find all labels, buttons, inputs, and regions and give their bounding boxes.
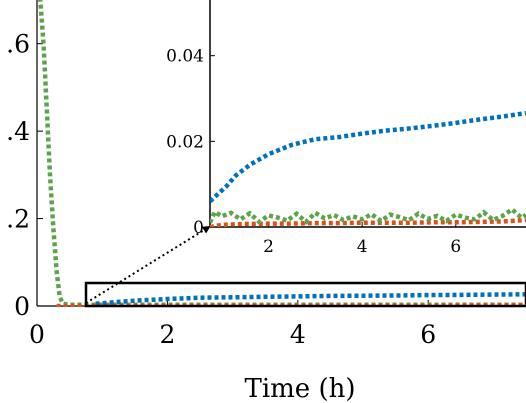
inset-axes: 2 4 6 0 0.02 0.04 — [166, 0, 526, 257]
main-series-blue — [95, 292, 526, 307]
inset-series-blue — [210, 110, 526, 203]
inset-series-orange — [210, 217, 526, 227]
main-x-tick-label: 0 — [29, 320, 45, 349]
zoom-region-box — [84, 281, 526, 308]
main-y-tick-label: 0 — [14, 292, 30, 321]
inset-series-green — [210, 206, 526, 225]
main-y-tick-label: .4 — [6, 117, 30, 146]
inset-x-tick-label: 4 — [357, 237, 368, 257]
x-axis-label: Time (h) — [245, 374, 356, 403]
main-y-tick-label: .6 — [6, 29, 30, 58]
zoom-arrow — [85, 225, 211, 304]
inset-x-tick-label: 2 — [263, 237, 274, 257]
inset-y-tick-label: 0 — [193, 218, 204, 238]
inset-y-tick-label: 0.02 — [166, 132, 204, 152]
main-y-tick-label: .2 — [6, 204, 30, 233]
inset-y-tick-label: 0.04 — [166, 47, 204, 67]
main-x-tick-label: 4 — [290, 320, 306, 349]
inset-x-tick-label: 6 — [450, 237, 461, 257]
main-x-tick-label: 2 — [159, 320, 175, 349]
main-x-tick-label: 6 — [420, 320, 436, 349]
main-axes: 0 2 4 6 0 .2 .4 .6 — [6, 0, 526, 349]
inset-background — [210, 0, 526, 227]
